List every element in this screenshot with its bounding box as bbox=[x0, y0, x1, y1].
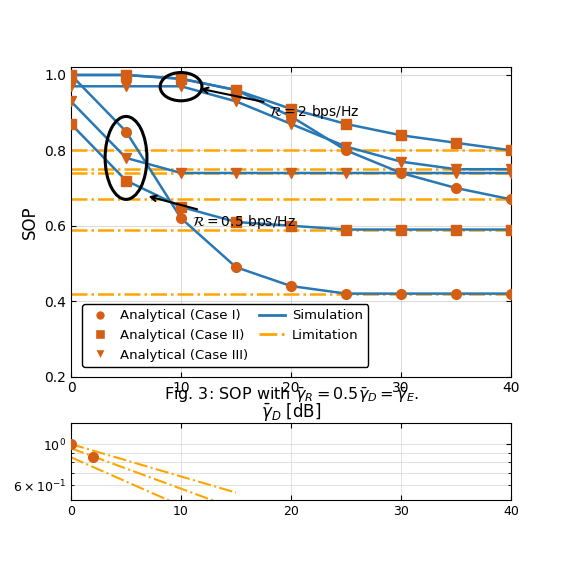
X-axis label: $\bar{\gamma}_D$ [dB]: $\bar{\gamma}_D$ [dB] bbox=[261, 401, 321, 423]
Text: $\mathcal{R} = 0.5$ bps/Hz: $\mathcal{R} = 0.5$ bps/Hz bbox=[151, 196, 296, 231]
Legend: Analytical (Case I), Analytical (Case II), Analytical (Case III), Simulation, Li: Analytical (Case I), Analytical (Case II… bbox=[82, 304, 368, 367]
Text: Fig. 3: SOP with $\bar{\gamma}_R = 0.5\bar{\gamma}_D = \bar{\gamma}_E$.: Fig. 3: SOP with $\bar{\gamma}_R = 0.5\b… bbox=[164, 386, 419, 405]
Y-axis label: SOP: SOP bbox=[20, 205, 39, 239]
Text: $\mathcal{R} = 2$ bps/Hz: $\mathcal{R} = 2$ bps/Hz bbox=[203, 88, 360, 121]
